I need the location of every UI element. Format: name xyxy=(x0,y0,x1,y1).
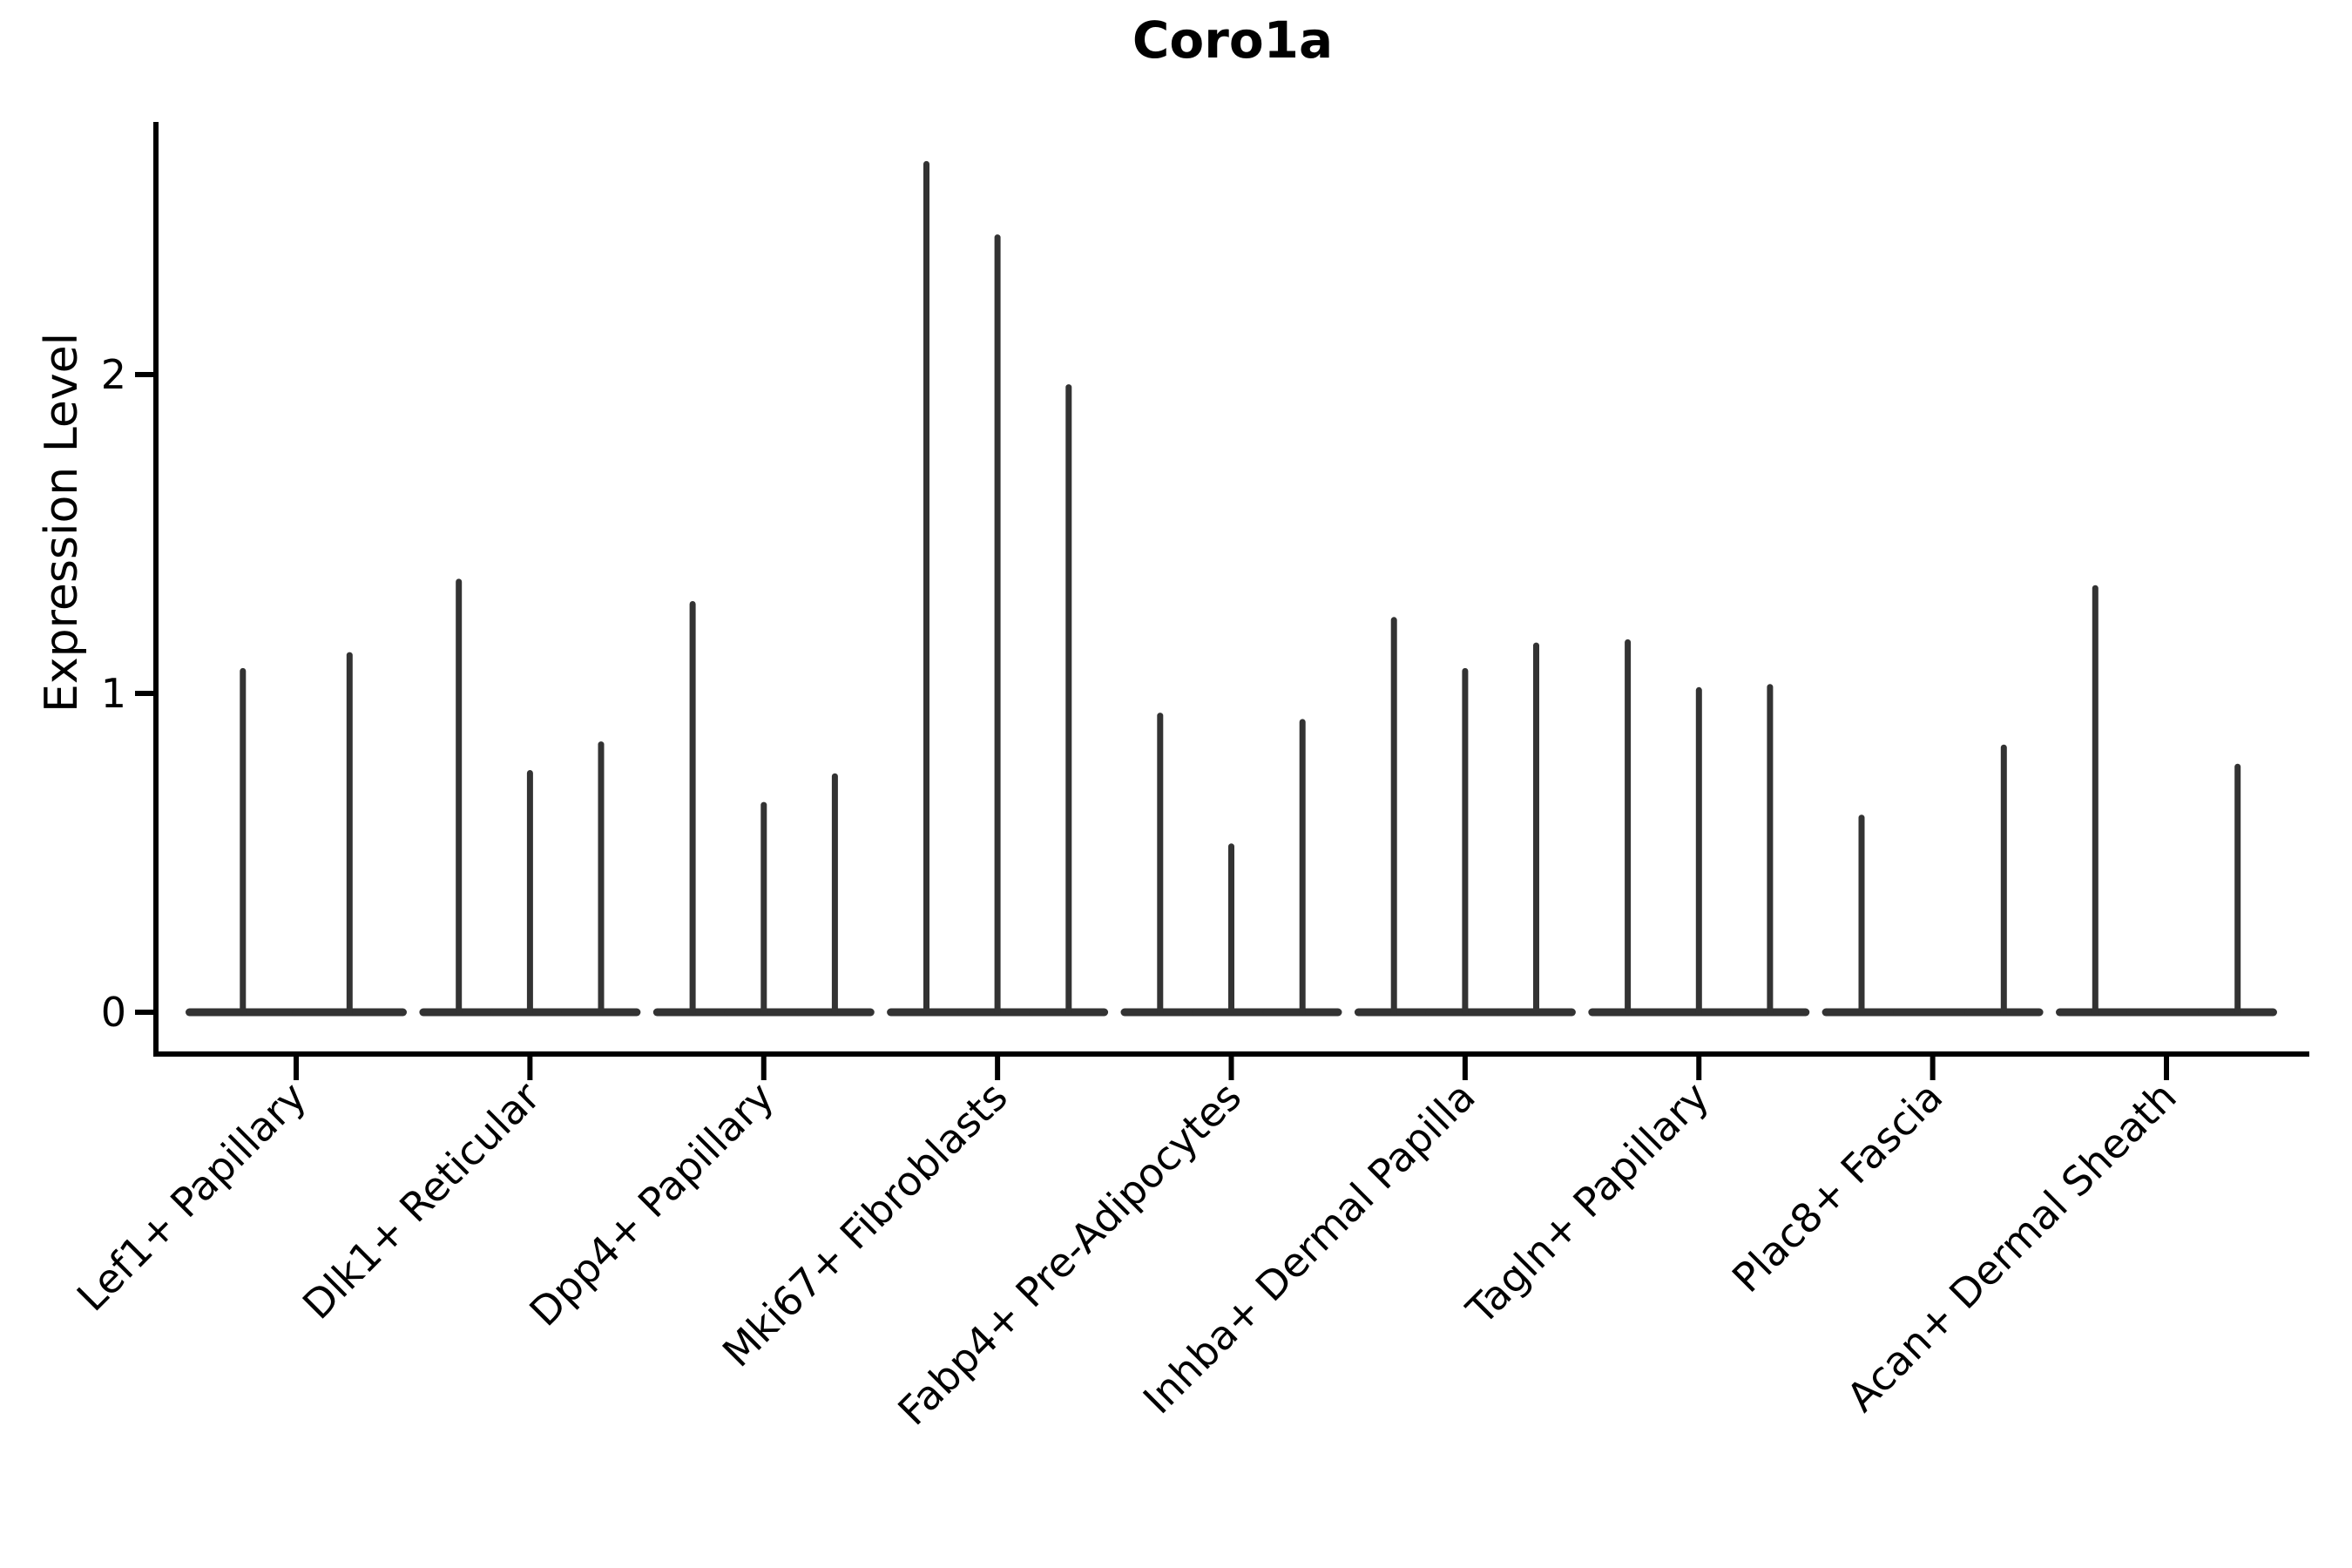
y-tick-labels: 0 1 2 xyxy=(101,351,126,1036)
y-tick-label: 1 xyxy=(101,670,126,717)
x-tick-label: Tagln+ Papillary xyxy=(1456,1073,1718,1335)
x-tick-label: Plac8+ Fascia xyxy=(1723,1073,1951,1301)
x-tick-label: Dlk1+ Reticular xyxy=(294,1073,549,1328)
x-tick-label: Lef1+ Papillary xyxy=(68,1073,315,1321)
x-tick-label: Dpp4+ Papillary xyxy=(520,1073,782,1335)
chart-title: Coro1a xyxy=(1132,10,1333,70)
axes-layer xyxy=(135,122,2309,1080)
y-tick-label: 2 xyxy=(101,351,126,398)
violins-layer xyxy=(186,160,2277,1017)
y-axis-label: Expression Level xyxy=(36,333,88,713)
y-tick-label: 0 xyxy=(101,989,126,1036)
